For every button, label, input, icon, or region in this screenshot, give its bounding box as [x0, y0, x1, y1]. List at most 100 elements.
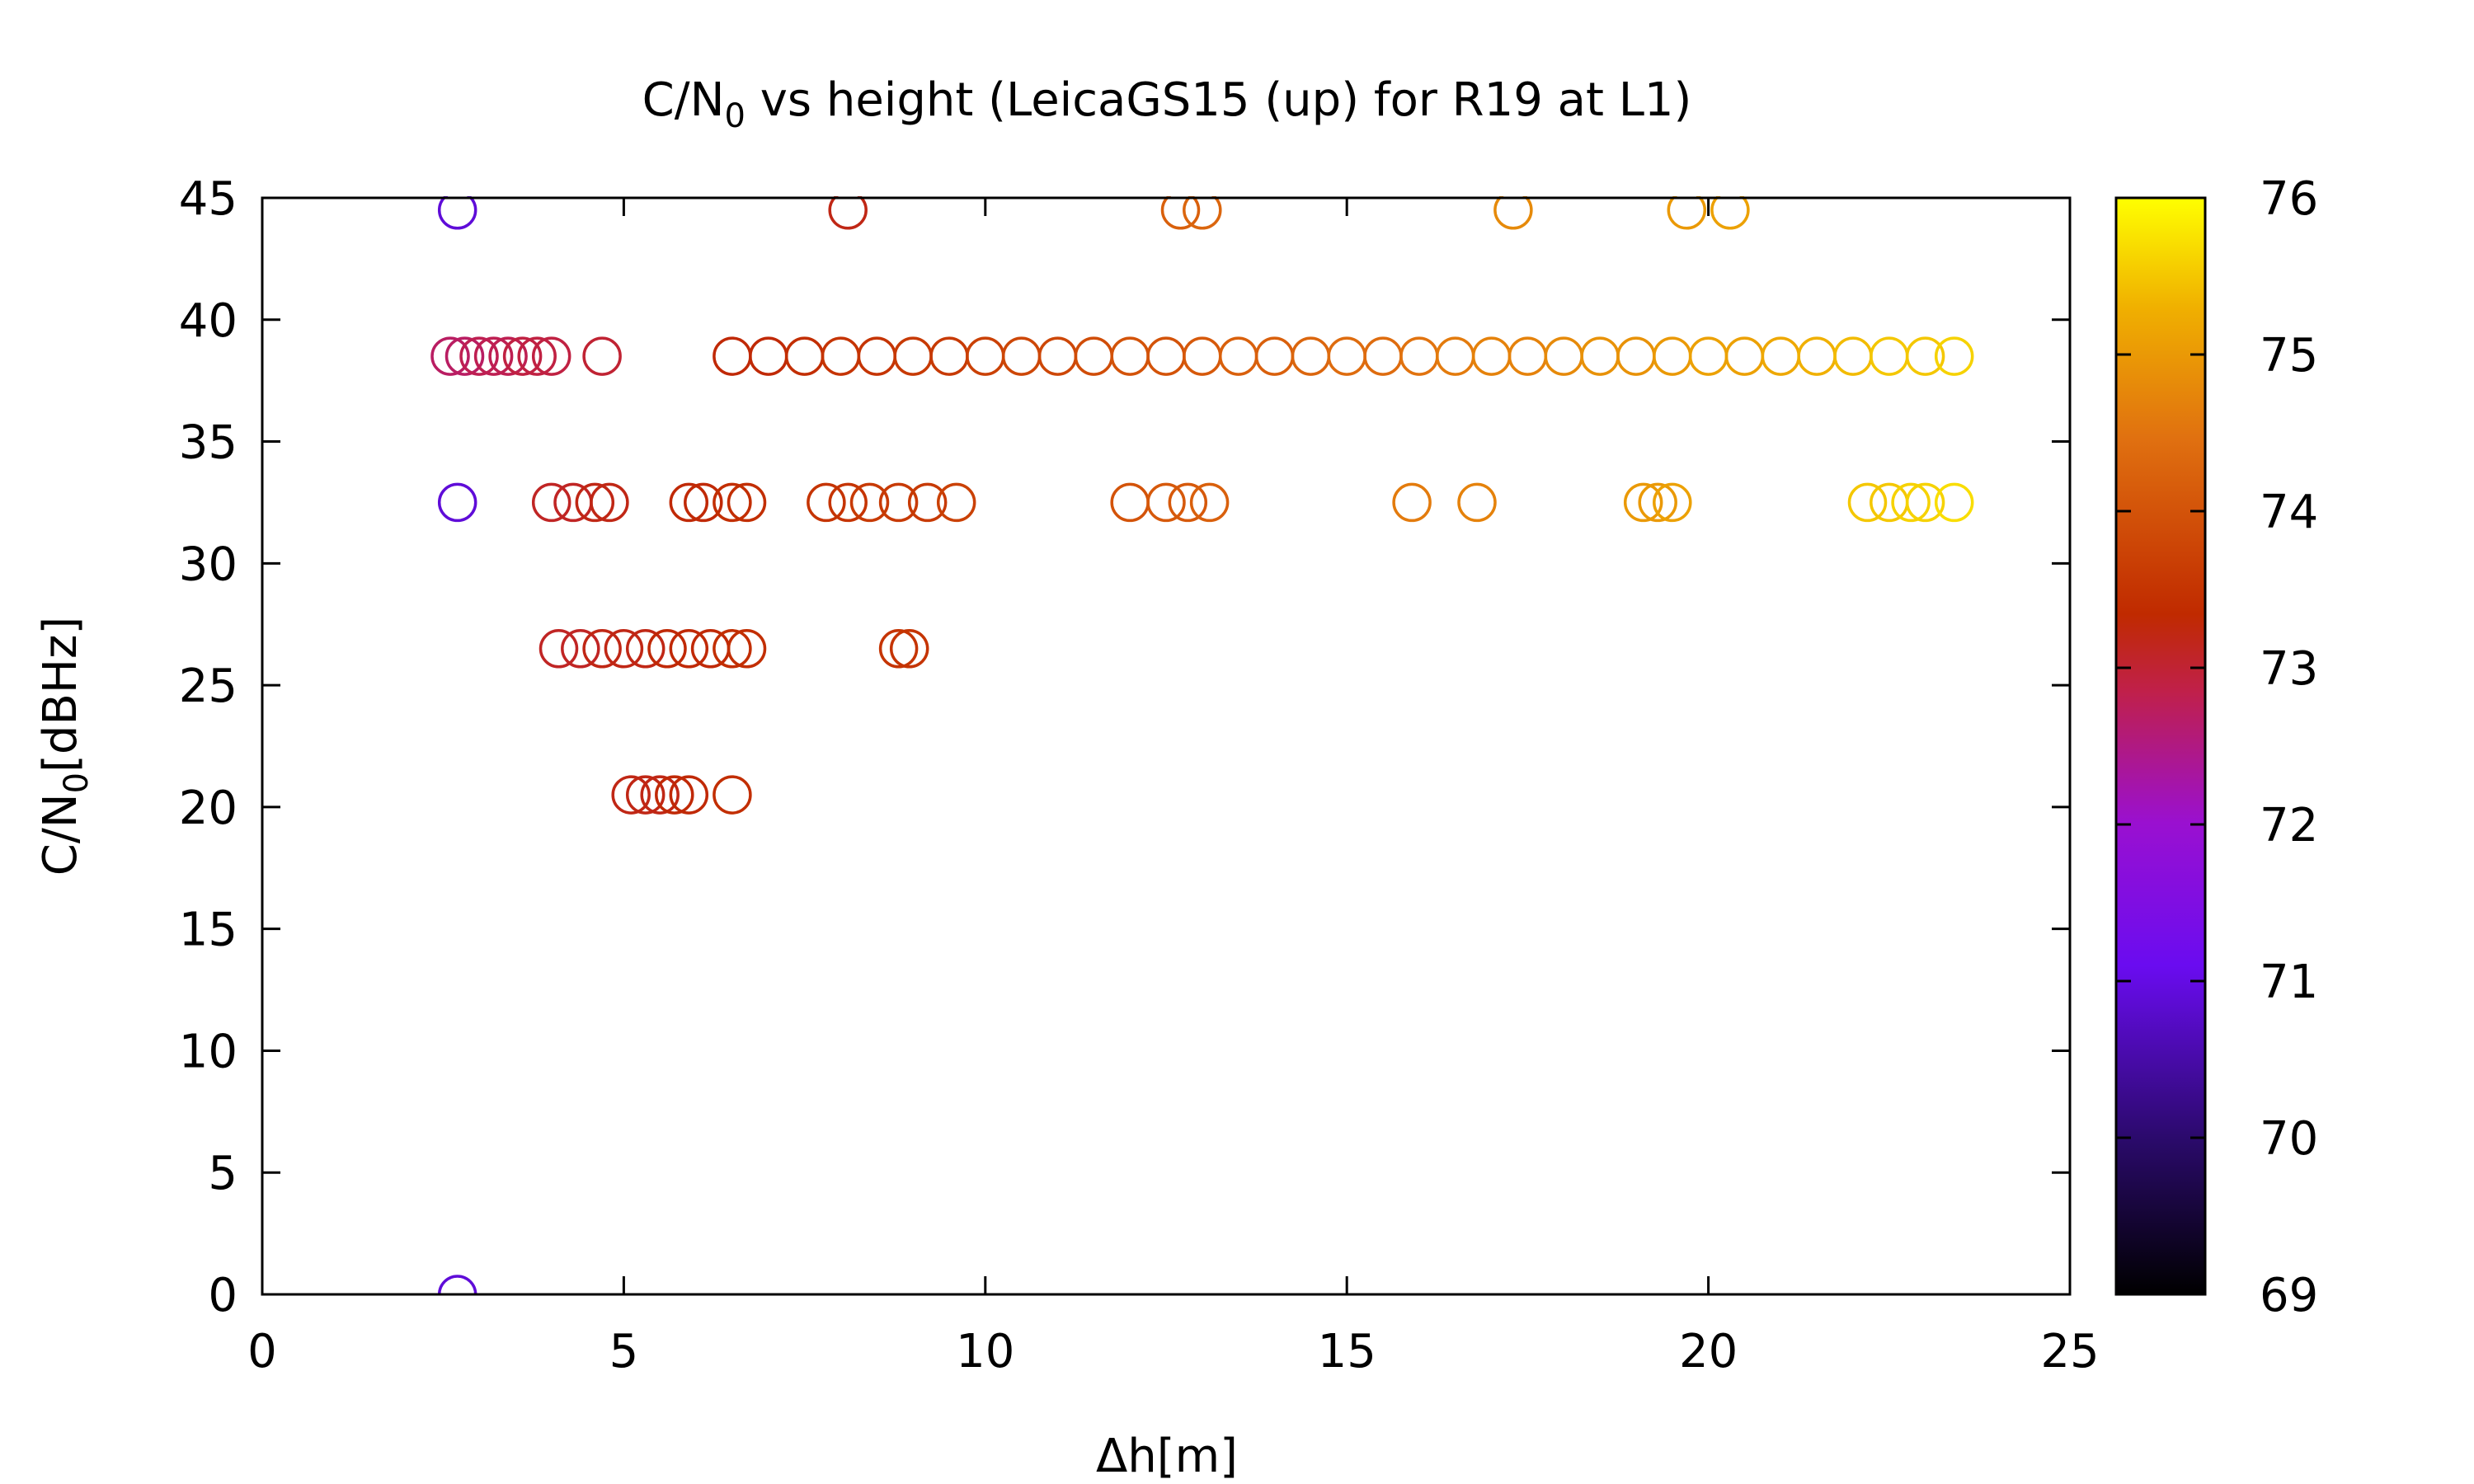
data-point: [1435, 336, 1475, 376]
data-point: [647, 629, 687, 669]
data-point: [1507, 336, 1548, 376]
data-point: [749, 336, 788, 376]
colorbar-tick-label: 71: [2260, 956, 2318, 1009]
data-point: [936, 482, 976, 523]
data-point: [1833, 336, 1873, 376]
data-point: [1160, 196, 1201, 230]
data-point: [1183, 196, 1222, 230]
colorbar-tick-label: 76: [2260, 172, 2318, 226]
plot-frame: [261, 196, 2072, 1296]
data-point: [575, 482, 615, 523]
data-point: [889, 629, 929, 669]
x-tick-label: 5: [609, 1325, 639, 1378]
data-point: [849, 482, 890, 523]
x-tick-label: 10: [956, 1325, 1014, 1378]
data-point: [893, 336, 933, 376]
data-point: [517, 336, 557, 376]
y-tick-label: 0: [208, 1269, 238, 1322]
y-tick-label: 45: [179, 172, 238, 226]
data-point: [828, 482, 868, 523]
data-point: [1653, 482, 1692, 523]
y-tick-label: 5: [208, 1147, 238, 1200]
y-tick-label: 20: [179, 782, 238, 835]
data-point: [430, 336, 470, 376]
y-axis: 0 5 10 15 20 25 30 35 40 45: [179, 172, 2070, 1322]
data-point: [907, 482, 948, 523]
data-point: [1392, 482, 1432, 523]
data-point: [1797, 336, 1837, 376]
data-point: [1146, 336, 1186, 376]
data-point: [444, 336, 485, 376]
data-point: [1399, 336, 1439, 376]
data-point: [611, 775, 651, 815]
y-tick-label: 35: [179, 416, 238, 470]
data-point: [539, 629, 579, 669]
data-point: [669, 629, 709, 669]
data-point: [690, 629, 731, 669]
data-point: [604, 629, 644, 669]
y-tick-label: 25: [179, 660, 238, 713]
data-point: [625, 775, 666, 815]
data-point: [1891, 482, 1931, 523]
colorbar: 69 70 71 72 73 74 75 76: [2114, 172, 2318, 1322]
colorbar-gradient: [2114, 196, 2207, 1296]
data-point: [684, 482, 723, 523]
data-point: [821, 336, 861, 376]
data-point: [1580, 336, 1620, 376]
data-point: [1074, 336, 1114, 376]
data-point: [1638, 482, 1677, 523]
y-tick-label: 30: [179, 538, 238, 591]
data-point: [1616, 336, 1656, 376]
y-tick-label: 40: [179, 294, 238, 348]
data-point: [1327, 336, 1366, 376]
data-point: [1254, 336, 1295, 376]
data-point: [655, 775, 694, 815]
data-point: [878, 629, 919, 669]
x-tick-label: 20: [1679, 1325, 1738, 1378]
data-point: [1544, 336, 1583, 376]
data-point: [437, 482, 477, 523]
x-tick-label: 25: [2040, 1325, 2099, 1378]
data-point: [1183, 336, 1222, 376]
data-point: [1934, 336, 1974, 376]
data-point: [1471, 336, 1512, 376]
data-point: [727, 629, 767, 669]
data-point: [531, 336, 571, 376]
data-point: [1688, 336, 1729, 376]
data-point: [1146, 482, 1186, 523]
colorbar-tick-label: 73: [2260, 642, 2318, 696]
data-point: [473, 336, 514, 376]
data-point: [531, 482, 571, 523]
data-point: [713, 629, 752, 669]
data-point: [1189, 482, 1230, 523]
data-point: [502, 336, 543, 376]
data-point: [713, 336, 752, 376]
y-tick-label: 10: [179, 1025, 238, 1078]
data-point: [807, 482, 846, 523]
data-point: [488, 336, 528, 376]
colorbar-tick-label: 70: [2260, 1112, 2318, 1166]
data-point: [1291, 336, 1331, 376]
data-point: [1168, 482, 1208, 523]
data-point: [966, 336, 1005, 376]
data-point: [1847, 482, 1888, 523]
data-point: [784, 336, 825, 376]
data-point: [857, 336, 897, 376]
data-point: [1363, 336, 1403, 376]
chart-title: C/N0 vs height (LeicaGS15 (up) for R19 a…: [642, 73, 1692, 135]
y-tick-label: 15: [179, 904, 238, 957]
y-axis-title: C/N0[dBHz]: [34, 617, 96, 876]
data-point: [1623, 482, 1663, 523]
data-point: [1870, 336, 1909, 376]
data-point: [1110, 482, 1150, 523]
data-point: [459, 336, 499, 376]
data-point: [1653, 336, 1692, 376]
data-point: [1761, 336, 1801, 376]
data-point: [727, 482, 767, 523]
data-point: [1457, 482, 1497, 523]
data-point: [713, 482, 752, 523]
data-point: [1110, 336, 1150, 376]
data-point: [1218, 336, 1258, 376]
data-point: [1037, 336, 1078, 376]
